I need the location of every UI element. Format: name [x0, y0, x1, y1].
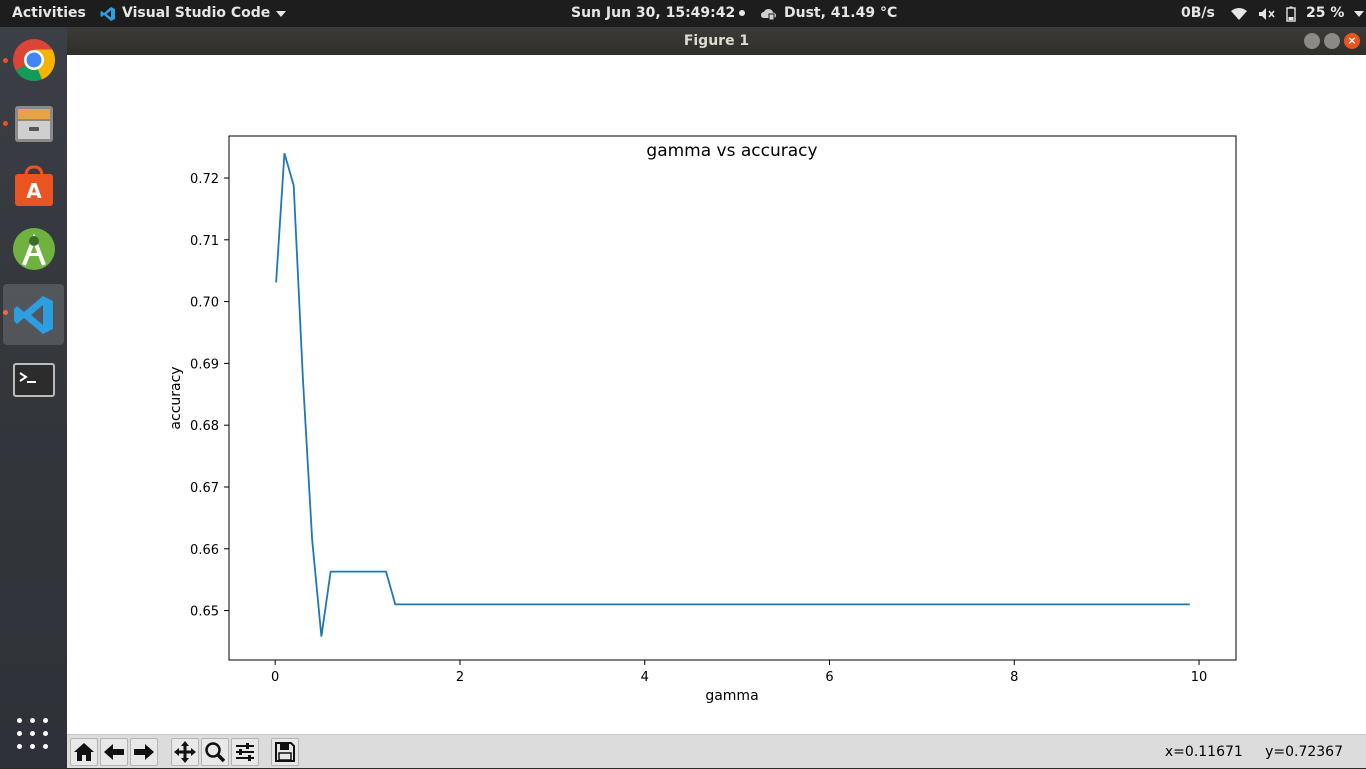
y-tick-label: 0.66: [190, 543, 219, 558]
chart-title: gamma vs accuracy: [646, 141, 817, 161]
series-group: [275, 153, 1190, 637]
running-indicator-dot: [3, 310, 8, 315]
home-button[interactable]: [70, 738, 98, 766]
configure-subplots-icon: [236, 743, 254, 761]
app-menu[interactable]: Visual Studio Code: [100, 0, 287, 27]
x-tick-label: 6: [825, 670, 833, 685]
home-icon: [74, 743, 94, 761]
x-tick-label: 10: [1191, 670, 1208, 685]
x-tick-label: 2: [456, 670, 464, 685]
axes-frame: [228, 135, 1237, 661]
volume-muted-icon: [1259, 7, 1275, 20]
forward-button[interactable]: [130, 738, 158, 766]
cursor-coordinates: x=0.11671 y=0.72367: [1165, 735, 1343, 769]
weather-icon: [761, 8, 776, 20]
dock-item-vscode[interactable]: [3, 284, 64, 345]
zoom-icon: [205, 742, 226, 763]
running-indicator-dot: [3, 58, 8, 63]
activities-button[interactable]: Activities: [12, 5, 86, 21]
y-axis-label: accuracy: [168, 366, 184, 429]
running-indicator-dot: [3, 121, 8, 126]
save-button[interactable]: [271, 738, 299, 766]
net-speed-indicator[interactable]: 0B/s: [1181, 5, 1215, 21]
show-applications-icon[interactable]: [17, 718, 49, 750]
back-arrow-icon: [104, 744, 124, 760]
weather-indicator[interactable]: Dust, 41.49 °C: [760, 0, 897, 27]
line-chart: gamma vs accuracy 0 2 4 6 8 10 0.650.660.670.…: [168, 135, 1237, 704]
dock-item-files[interactable]: [3, 92, 64, 153]
y-tick-label: 0.72: [190, 172, 219, 187]
maximize-button[interactable]: [1324, 33, 1340, 49]
chevron-down-icon: [276, 10, 287, 17]
svg-text:A: A: [26, 179, 42, 203]
x-tick-label: 0: [271, 670, 279, 685]
pan-button[interactable]: [171, 738, 199, 766]
configure-subplots-button[interactable]: [231, 738, 259, 766]
battery-icon: [1286, 6, 1296, 22]
clock[interactable]: Sun Jun 30, 15:49:42: [571, 0, 746, 27]
y-tick-label: 0.71: [190, 234, 219, 249]
vscode-icon: [13, 295, 53, 334]
dock-item-software[interactable]: A: [3, 155, 64, 216]
close-button[interactable]: ×: [1344, 33, 1360, 49]
dock-item-terminal[interactable]: [3, 349, 64, 410]
dock: A: [0, 27, 67, 768]
clock-label: Sun Jun 30, 15:49:42: [571, 5, 736, 21]
pan-icon: [174, 741, 196, 763]
figure-toolbar: x=0.11671 y=0.72367: [67, 734, 1366, 768]
figure-canvas[interactable]: gamma vs accuracy 0 2 4 6 8 10 0.65 0.66 0.67 0.…: [67, 55, 1366, 734]
minimize-button[interactable]: [1304, 33, 1320, 49]
battery-label: 25 %: [1306, 5, 1345, 21]
y-tick-label: 0.69: [190, 357, 219, 372]
y-tick-label: 0.67: [190, 481, 219, 496]
y-tick-label: 0.70: [190, 296, 219, 311]
files-icon: [14, 105, 53, 142]
save-icon: [275, 742, 295, 762]
back-button[interactable]: [100, 738, 128, 766]
window-title: Figure 1: [683, 33, 750, 49]
x-tick-label: 8: [1010, 670, 1018, 685]
terminal-icon: [12, 362, 55, 397]
coord-x: x=0.11671: [1164, 744, 1243, 760]
window-titlebar[interactable]: Figure 1 ×: [67, 27, 1366, 55]
x-axis-label: gamma: [705, 688, 758, 704]
forward-arrow-icon: [134, 744, 154, 760]
dock-item-chrome[interactable]: [3, 29, 64, 90]
software-icon: A: [14, 164, 53, 206]
top-bar: Activities Visual Studio Code Sun Jun 30…: [0, 0, 1366, 27]
coord-y: y=0.72367: [1265, 744, 1343, 760]
android-studio-icon: [12, 227, 55, 270]
y-tick-label: 0.68: [190, 419, 219, 434]
series-line: [275, 153, 1190, 637]
y-tick-label: 0.65: [190, 605, 219, 620]
x-tick-label: 4: [641, 670, 649, 685]
system-tray[interactable]: 25 %: [1230, 0, 1365, 27]
notification-dot-icon: [739, 10, 746, 16]
figure-window: Figure 1 × gamma vs accuracy 0 2 4 6 8 10 0.6…: [67, 27, 1366, 768]
zoom-button[interactable]: [201, 738, 229, 766]
vscode-small-icon: [100, 6, 115, 21]
chrome-icon: [12, 38, 55, 81]
x-axis: 0 2 4 6 8 10: [271, 660, 1207, 685]
weather-label: Dust, 41.49 °C: [784, 5, 898, 21]
y-axis: 0.65 0.66 0.67 0.68 0.69 0.70 0.71 0.72: [190, 172, 229, 620]
chevron-down-icon: [1354, 10, 1365, 17]
app-menu-label: Visual Studio Code: [122, 5, 271, 21]
wifi-icon: [1231, 7, 1247, 20]
dock-item-android-studio[interactable]: [3, 218, 64, 279]
